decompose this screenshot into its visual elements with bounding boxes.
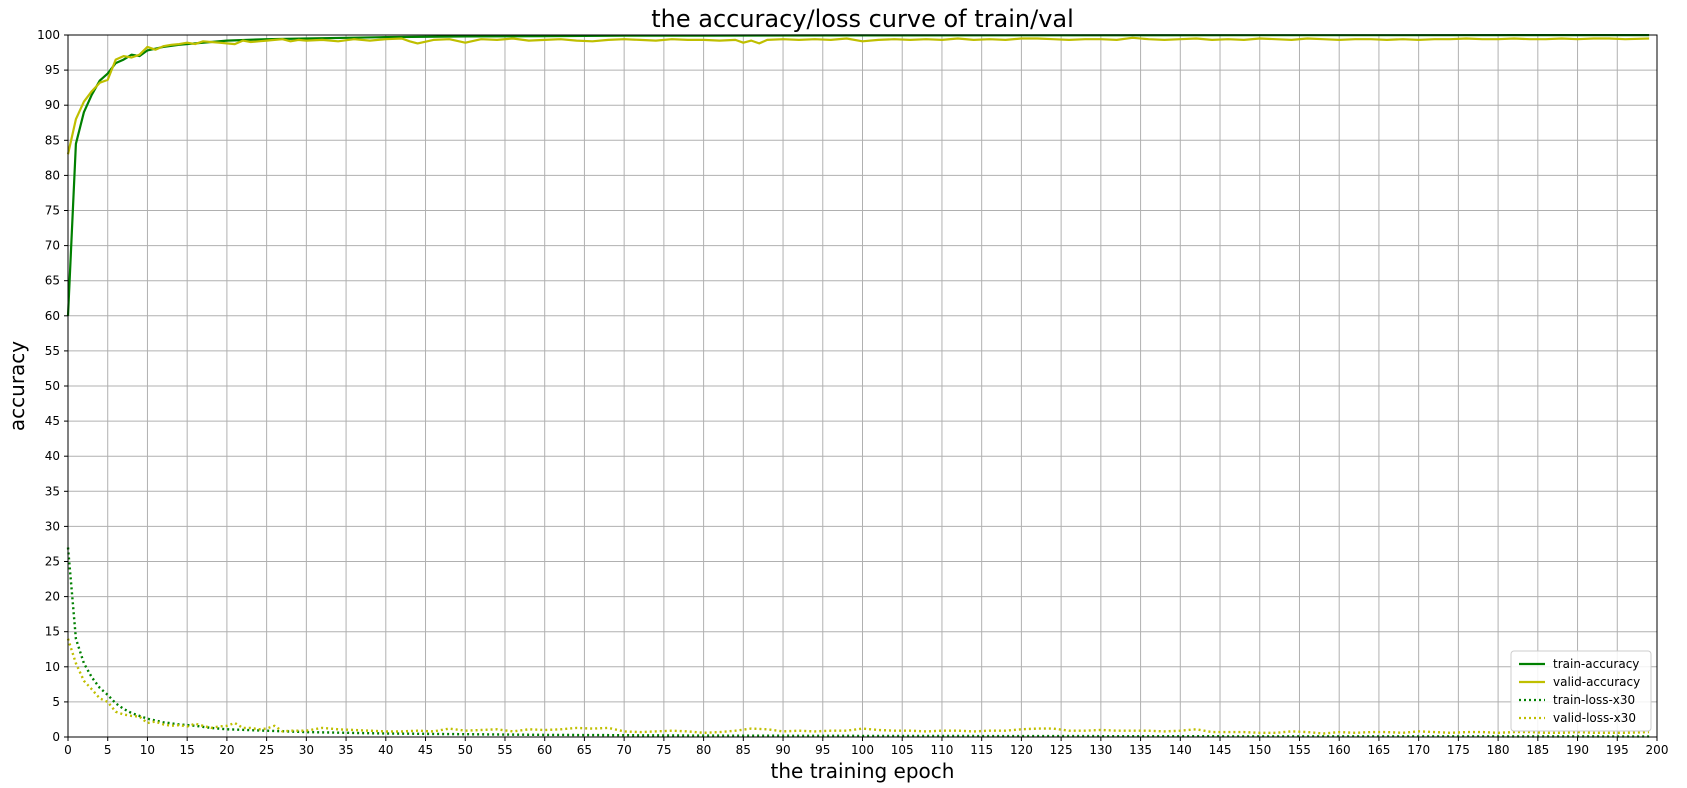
x-tick-label: 135 [1129, 743, 1152, 757]
x-tick-label: 95 [815, 743, 830, 757]
x-tick-label: 145 [1209, 743, 1232, 757]
x-tick-label: 70 [617, 743, 632, 757]
x-tick-label: 115 [970, 743, 993, 757]
x-tick-label: 55 [497, 743, 512, 757]
x-tick-label: 35 [338, 743, 353, 757]
y-tick-label: 40 [45, 449, 60, 463]
legend-label: train-accuracy [1553, 657, 1639, 671]
y-tick-label: 20 [45, 590, 60, 604]
x-tick-label: 40 [378, 743, 393, 757]
y-tick-label: 70 [45, 239, 60, 253]
x-tick-label: 185 [1526, 743, 1549, 757]
x-tick-label: 105 [891, 743, 914, 757]
x-tick-label: 130 [1089, 743, 1112, 757]
y-tick-label: 95 [45, 63, 60, 77]
y-tick-label: 90 [45, 98, 60, 112]
y-tick-label: 0 [52, 730, 60, 744]
x-tick-label: 190 [1566, 743, 1589, 757]
x-tick-label: 100 [851, 743, 874, 757]
y-tick-label: 5 [52, 695, 60, 709]
x-tick-label: 10 [140, 743, 155, 757]
x-tick-label: 0 [64, 743, 72, 757]
series-line-valid-loss-x30 [66, 638, 1650, 735]
x-tick-label: 50 [458, 743, 473, 757]
y-tick-label: 60 [45, 309, 60, 323]
y-tick-label: 10 [45, 660, 60, 674]
x-tick-label: 75 [656, 743, 671, 757]
chart-title: the accuracy/loss curve of train/val [651, 5, 1074, 33]
y-tick-label: 45 [45, 414, 60, 428]
x-tick-label: 120 [1010, 743, 1033, 757]
y-tick-label: 85 [45, 133, 60, 147]
x-tick-label: 20 [219, 743, 234, 757]
y-tick-label: 80 [45, 168, 60, 182]
x-axis-ticks: 0 5 10 15 20 25 30 35 40 45 50 55 60 65 70 75 80 85 90 95 10… [64, 737, 1668, 757]
y-axis-ticks: 0 5 10 15 20 25 30 35 40 45 50 55 60 65 70 75 80 85 90 95 10… [37, 28, 68, 744]
x-tick-label: 110 [930, 743, 953, 757]
legend-label: valid-accuracy [1553, 675, 1640, 689]
x-tick-label: 200 [1646, 743, 1669, 757]
y-tick-label: 15 [45, 625, 60, 639]
legend-label: train-loss-x30 [1553, 693, 1635, 707]
legend-label: valid-loss-x30 [1553, 711, 1636, 725]
y-tick-label: 35 [45, 484, 60, 498]
series-line-train-loss-x30 [66, 547, 1650, 738]
y-tick-label: 55 [45, 344, 60, 358]
x-tick-label: 170 [1407, 743, 1430, 757]
x-tick-label: 80 [696, 743, 711, 757]
grid [67, 34, 1658, 738]
x-tick-label: 60 [537, 743, 552, 757]
x-tick-label: 160 [1328, 743, 1351, 757]
x-axis-title: the training epoch [771, 759, 955, 783]
y-axis-title: accuracy [5, 341, 29, 431]
y-tick-label: 75 [45, 204, 60, 218]
x-tick-label: 5 [104, 743, 112, 757]
x-tick-label: 85 [736, 743, 751, 757]
x-tick-label: 45 [418, 743, 433, 757]
x-tick-label: 175 [1447, 743, 1470, 757]
y-tick-label: 100 [37, 28, 60, 42]
x-tick-label: 125 [1050, 743, 1073, 757]
x-tick-label: 180 [1487, 743, 1510, 757]
x-tick-label: 140 [1169, 743, 1192, 757]
y-tick-label: 30 [45, 519, 60, 533]
x-tick-label: 90 [775, 743, 790, 757]
legend: train-accuracy valid-accuracy train-loss-x… [1510, 650, 1652, 732]
series-line-valid-accuracy [66, 36, 1650, 155]
x-tick-label: 155 [1288, 743, 1311, 757]
legend-box [1510, 650, 1652, 732]
y-tick-label: 65 [45, 274, 60, 288]
y-tick-label: 25 [45, 555, 60, 569]
series-layer [66, 34, 1650, 738]
x-tick-label: 65 [577, 743, 592, 757]
x-tick-label: 150 [1248, 743, 1271, 757]
x-tick-label: 165 [1367, 743, 1390, 757]
x-tick-label: 195 [1606, 743, 1629, 757]
x-tick-label: 30 [299, 743, 314, 757]
x-tick-label: 15 [180, 743, 195, 757]
y-tick-label: 50 [45, 379, 60, 393]
x-tick-label: 25 [259, 743, 274, 757]
